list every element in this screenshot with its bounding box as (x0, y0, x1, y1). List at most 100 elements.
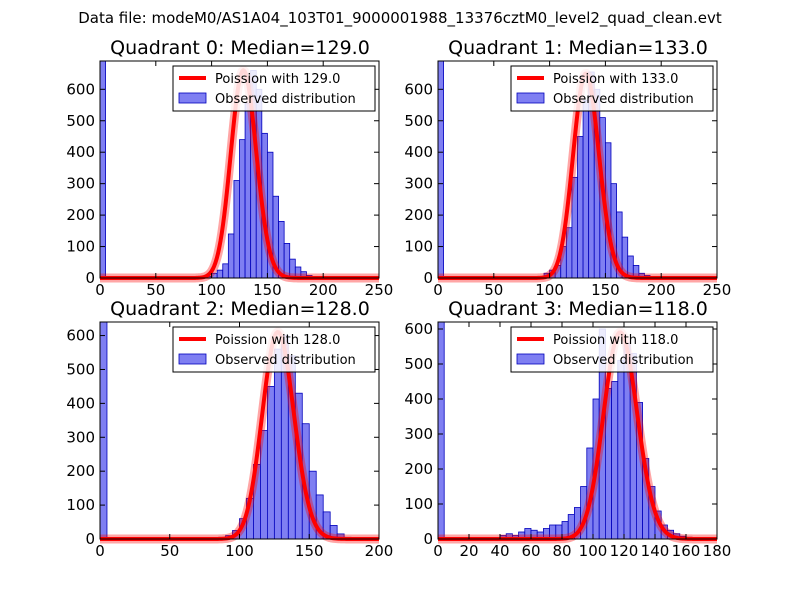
histogram-bar (437, 321, 445, 540)
x-tick-label: 150 (253, 281, 282, 299)
axes-frame (437, 60, 718, 279)
legend-bar-swatch (516, 92, 545, 104)
legend-box (172, 65, 376, 112)
x-tick-label: 80 (552, 542, 571, 560)
x-tick-label: 100 (535, 281, 564, 299)
legend: Poission with 118.0 Observed distributio… (510, 326, 714, 373)
histogram-bar (99, 60, 106, 279)
legend-bar-label: Observed distribution (553, 92, 694, 107)
legend: Poission with 133.0 Observed distributio… (510, 65, 714, 112)
histogram-bar (266, 386, 275, 540)
axes-frame (437, 321, 718, 540)
legend-line-label: Poission with 118.0 (553, 333, 678, 348)
legend-bar-swatch (516, 353, 545, 365)
histogram-bar (216, 269, 224, 279)
ticks-group: 0 50 100 150 200 0 100 200 300 400 500 600 (66, 322, 393, 560)
y-tick-label: 200 (66, 206, 95, 224)
y-tick-label: 0 (85, 269, 95, 287)
y-tick-label: 600 (66, 80, 95, 98)
y-tick-label: 100 (66, 238, 95, 256)
legend: Poission with 128.0 Observed distributio… (172, 326, 376, 373)
x-tick-label: 100 (197, 281, 226, 299)
x-tick-label: 50 (146, 281, 165, 299)
histogram-bar (222, 263, 229, 279)
panel-title: Quadrant 0: Median=129.0 (110, 37, 370, 59)
x-tick-label: 40 (490, 542, 509, 560)
x-tick-label: 20 (459, 542, 478, 560)
x-tick-label: 150 (591, 281, 620, 299)
ticks-group: 0 50 100 150 200 250 0 100 200 300 400 500 600 (66, 61, 393, 299)
histogram-bar (437, 60, 444, 279)
legend-line-label: Poission with 133.0 (553, 72, 678, 87)
y-tick-label: 400 (404, 390, 433, 408)
legend-box (510, 65, 714, 112)
x-tick-label: 150 (295, 542, 324, 560)
histogram-bar (582, 99, 590, 279)
y-tick-label: 600 (66, 327, 95, 345)
y-tick-label: 200 (66, 462, 95, 480)
panel-quadrant-2: Quadrant 2: Median=128.0 0 50 100 150 200 0 10… (66, 298, 393, 560)
ticks-group: 0 20 40 60 80 100 120 140 160 1800100200300400500… (404, 320, 731, 560)
x-tick-label: 60 (521, 542, 540, 560)
y-tick-label: 500 (404, 355, 433, 373)
legend-bar-swatch (178, 353, 207, 365)
y-tick-label: 0 (85, 530, 95, 548)
legend-bar-label: Observed distribution (553, 353, 694, 368)
x-tick-label: 50 (160, 542, 179, 560)
histogram-bar (99, 321, 108, 540)
histogram-bar (227, 233, 235, 279)
legend-box (510, 326, 714, 373)
y-tick-label: 200 (404, 206, 433, 224)
ticks-group: 0 50 100 150 200 250 0 100 200 300 400 500 600 (404, 61, 731, 299)
legend-bar-label: Observed distribution (215, 92, 356, 107)
y-tick-label: 600 (404, 320, 433, 338)
y-tick-label: 300 (404, 425, 433, 443)
legend: Poission with 129.0 Observed distributio… (172, 65, 376, 112)
y-tick-label: 0 (423, 530, 433, 548)
legend-box (172, 326, 376, 373)
x-tick-label: 100 (225, 542, 254, 560)
figure-suptitle: Data file: modeM0/AS1A04_103T01_90000019… (78, 9, 722, 28)
x-tick-label: 140 (641, 542, 670, 560)
legend-line-label: Poission with 129.0 (215, 72, 340, 87)
y-tick-label: 400 (404, 143, 433, 161)
x-tick-label: 200 (647, 281, 676, 299)
x-tick-label: 120 (610, 542, 639, 560)
y-tick-label: 100 (404, 238, 433, 256)
x-tick-label: 0 (95, 281, 105, 299)
panel-title: Quadrant 1: Median=133.0 (448, 37, 708, 59)
x-tick-label: 250 (703, 281, 732, 299)
y-tick-label: 200 (404, 460, 433, 478)
y-tick-label: 400 (66, 394, 95, 412)
y-tick-label: 500 (66, 112, 95, 130)
legend-bar-label: Observed distribution (215, 353, 356, 368)
panel-quadrant-0: Quadrant 0: Median=129.0 0 50 100 150 200 250… (66, 37, 393, 299)
histogram-bar (611, 381, 619, 540)
y-tick-label: 300 (66, 175, 95, 193)
y-tick-label: 0 (423, 269, 433, 287)
histogram-bar (577, 136, 584, 279)
x-tick-label: 0 (95, 542, 105, 560)
x-tick-label: 200 (365, 542, 394, 560)
x-tick-label: 0 (433, 281, 443, 299)
y-tick-label: 100 (404, 495, 433, 513)
panel-quadrant-1: Quadrant 1: Median=133.0 0 50 100 150 200 250… (404, 37, 731, 299)
legend-bar-swatch (178, 92, 207, 104)
x-tick-label: 160 (672, 542, 701, 560)
x-tick-label: 100 (579, 542, 608, 560)
y-tick-label: 500 (66, 360, 95, 378)
panel-title: Quadrant 2: Median=128.0 (110, 298, 370, 320)
x-tick-label: 250 (365, 281, 394, 299)
x-tick-label: 50 (484, 281, 503, 299)
legend-line-label: Poission with 128.0 (215, 333, 340, 348)
y-tick-label: 600 (404, 80, 433, 98)
y-tick-label: 300 (66, 428, 95, 446)
y-tick-label: 100 (66, 496, 95, 514)
axes-frame (99, 60, 380, 279)
histogram-bar (273, 348, 282, 540)
x-tick-label: 200 (309, 281, 338, 299)
histogram-bar (233, 180, 240, 279)
y-tick-label: 300 (404, 175, 433, 193)
x-tick-label: 0 (433, 542, 443, 560)
